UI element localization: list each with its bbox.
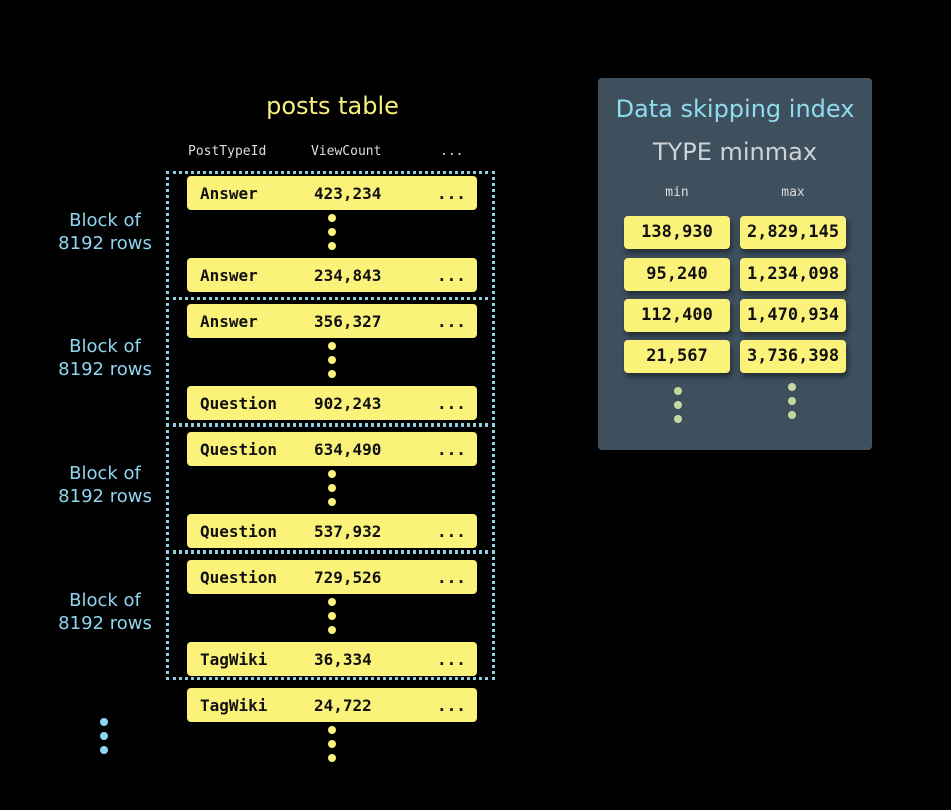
column-header-posttypeid: PostTypeId bbox=[188, 144, 267, 159]
block-label-line: Block of bbox=[69, 590, 141, 611]
block-label-line: 8192 rows bbox=[58, 233, 152, 254]
row-more: ... bbox=[437, 522, 466, 541]
ellipsis-dot bbox=[328, 214, 336, 222]
row-type: Question bbox=[200, 568, 278, 587]
row-type: Question bbox=[200, 522, 278, 541]
block-label-line: 8192 rows bbox=[58, 486, 152, 507]
ellipsis-dot bbox=[328, 598, 336, 606]
block-label: Block of 8192 rows bbox=[40, 335, 170, 381]
index-header-max: max bbox=[781, 185, 805, 200]
index-title: Data skipping index bbox=[615, 95, 855, 123]
ellipsis-dot bbox=[328, 484, 336, 492]
index-min-cell: 138,930 bbox=[624, 216, 730, 249]
ellipsis-dot bbox=[100, 718, 108, 726]
row-viewcount: 423,234 bbox=[314, 184, 382, 203]
row-more: ... bbox=[437, 312, 466, 331]
block-label-line: 8192 rows bbox=[58, 359, 152, 380]
ellipsis-dot bbox=[328, 740, 336, 748]
block-label: Block of 8192 rows bbox=[40, 589, 170, 635]
block-label: Block of 8192 rows bbox=[40, 462, 170, 508]
ellipsis-dot bbox=[788, 383, 796, 391]
block-label: Block of 8192 rows bbox=[40, 209, 170, 255]
table-row: Question 902,243... bbox=[187, 386, 477, 420]
index-min-cell: 112,400 bbox=[624, 299, 730, 332]
ellipsis-dot bbox=[100, 732, 108, 740]
table-row: Question 729,526... bbox=[187, 560, 477, 594]
row-viewcount: 356,327 bbox=[314, 312, 382, 331]
table-row: Answer 234,843... bbox=[187, 258, 477, 292]
table-row: Answer 423,234... bbox=[187, 176, 477, 210]
row-more: ... bbox=[437, 568, 466, 587]
row-more: ... bbox=[437, 650, 466, 669]
row-more: ... bbox=[437, 394, 466, 413]
row-more: ... bbox=[437, 440, 466, 459]
index-min-cell: 95,240 bbox=[624, 258, 730, 291]
table-row: Answer 356,327... bbox=[187, 304, 477, 338]
row-more: ... bbox=[437, 184, 466, 203]
row-more: ... bbox=[437, 696, 466, 715]
index-header-min: min bbox=[665, 185, 689, 200]
ellipsis-dot bbox=[328, 356, 336, 364]
index-max-cell: 3,736,398 bbox=[740, 340, 846, 373]
block-label-line: Block of bbox=[69, 463, 141, 484]
ellipsis-dot bbox=[328, 612, 336, 620]
column-header-viewcount: ViewCount bbox=[311, 144, 382, 159]
row-more: ... bbox=[437, 266, 466, 285]
row-viewcount: 36,334 bbox=[314, 650, 372, 669]
ellipsis-dot bbox=[328, 228, 336, 236]
block-label-line: 8192 rows bbox=[58, 613, 152, 634]
block-label-line: Block of bbox=[69, 336, 141, 357]
row-viewcount: 537,932 bbox=[314, 522, 382, 541]
block-label-line: Block of bbox=[69, 210, 141, 231]
ellipsis-dot bbox=[328, 342, 336, 350]
row-type: Answer bbox=[200, 184, 258, 203]
ellipsis-dot bbox=[328, 626, 336, 634]
ellipsis-dot bbox=[328, 726, 336, 734]
row-type: Answer bbox=[200, 312, 258, 331]
ellipsis-dot bbox=[328, 370, 336, 378]
row-type: TagWiki bbox=[200, 696, 268, 715]
row-type: Answer bbox=[200, 266, 258, 285]
row-viewcount: 234,843 bbox=[314, 266, 382, 285]
index-min-cell: 21,567 bbox=[624, 340, 730, 373]
ellipsis-dot bbox=[674, 401, 682, 409]
row-type: TagWiki bbox=[200, 650, 268, 669]
table-row: Question 634,490... bbox=[187, 432, 477, 466]
ellipsis-dot bbox=[674, 387, 682, 395]
column-header-more: ... bbox=[440, 144, 464, 159]
ellipsis-dot bbox=[328, 754, 336, 762]
row-type: Question bbox=[200, 440, 278, 459]
index-subtitle: TYPE minmax bbox=[652, 138, 818, 166]
index-max-cell: 2,829,145 bbox=[740, 216, 846, 249]
table-row: Question 537,932... bbox=[187, 514, 477, 548]
ellipsis-dot bbox=[100, 746, 108, 754]
posts-table-title: posts table bbox=[266, 92, 399, 120]
ellipsis-dot bbox=[674, 415, 682, 423]
row-viewcount: 24,722 bbox=[314, 696, 372, 715]
row-viewcount: 634,490 bbox=[314, 440, 382, 459]
row-viewcount: 729,526 bbox=[314, 568, 382, 587]
ellipsis-dot bbox=[788, 397, 796, 405]
table-row: TagWiki 24,722... bbox=[187, 688, 477, 722]
index-max-cell: 1,470,934 bbox=[740, 299, 846, 332]
block-outline bbox=[166, 551, 495, 680]
ellipsis-dot bbox=[788, 411, 796, 419]
ellipsis-dot bbox=[328, 498, 336, 506]
ellipsis-dot bbox=[328, 470, 336, 478]
ellipsis-dot bbox=[328, 242, 336, 250]
index-max-cell: 1,234,098 bbox=[740, 258, 846, 291]
row-viewcount: 902,243 bbox=[314, 394, 382, 413]
row-type: Question bbox=[200, 394, 278, 413]
table-row: TagWiki 36,334... bbox=[187, 642, 477, 676]
